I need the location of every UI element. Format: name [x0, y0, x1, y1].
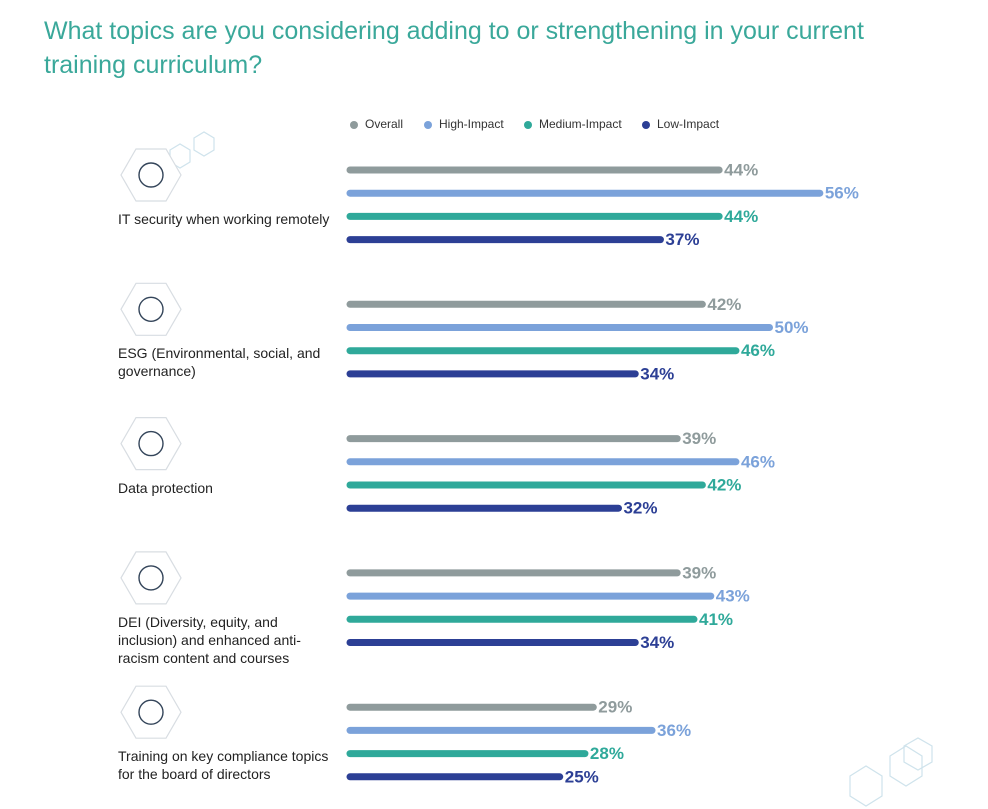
legend-swatch	[350, 121, 358, 129]
legend-label: Low-Impact	[657, 117, 720, 131]
icon	[138, 699, 164, 725]
value-label: 37%	[665, 230, 699, 249]
value-label: 32%	[623, 499, 657, 518]
value-label: 36%	[657, 721, 691, 740]
legend-label: Overall	[365, 117, 403, 131]
icon-frame	[120, 417, 182, 471]
category-label: DEI (Diversity, equity, and inclusion) a…	[118, 613, 301, 666]
legend-label: High-Impact	[439, 117, 504, 131]
category-label: Data protection	[118, 479, 213, 496]
value-label: 44%	[724, 207, 758, 226]
category-label: IT security when working remotely	[118, 211, 330, 227]
value-label: 34%	[640, 633, 674, 652]
value-label: 46%	[741, 341, 775, 360]
icon-frame	[120, 551, 182, 605]
chart-title: What topics are you considering adding t…	[44, 17, 864, 79]
decoration	[169, 131, 933, 807]
icon-frame	[120, 282, 182, 336]
value-label: 42%	[707, 295, 741, 314]
value-label: 46%	[741, 452, 775, 471]
icon-frame	[120, 148, 182, 202]
value-label: 39%	[682, 429, 716, 448]
legend-label: Medium-Impact	[539, 117, 622, 131]
legend-swatch	[424, 121, 432, 129]
icon-frame	[120, 685, 182, 739]
value-label: 43%	[716, 587, 750, 606]
value-label: 42%	[707, 475, 741, 494]
value-label: 25%	[565, 767, 599, 786]
value-label: 56%	[825, 184, 859, 203]
value-label: 29%	[598, 698, 632, 717]
icon	[138, 162, 164, 188]
icon	[138, 565, 164, 591]
icon	[138, 296, 164, 322]
value-label: 39%	[682, 563, 716, 582]
value-label: 28%	[590, 744, 624, 763]
value-label: 41%	[699, 610, 733, 629]
value-label: 34%	[640, 364, 674, 383]
legend-swatch	[642, 121, 650, 129]
category-label: ESG (Environmental, social, and governan…	[118, 345, 321, 380]
icon	[138, 430, 164, 457]
category-label: Training on key compliance topics for th…	[118, 748, 329, 783]
value-label: 50%	[775, 318, 809, 337]
value-label: 44%	[724, 160, 758, 179]
legend-swatch	[524, 121, 532, 129]
